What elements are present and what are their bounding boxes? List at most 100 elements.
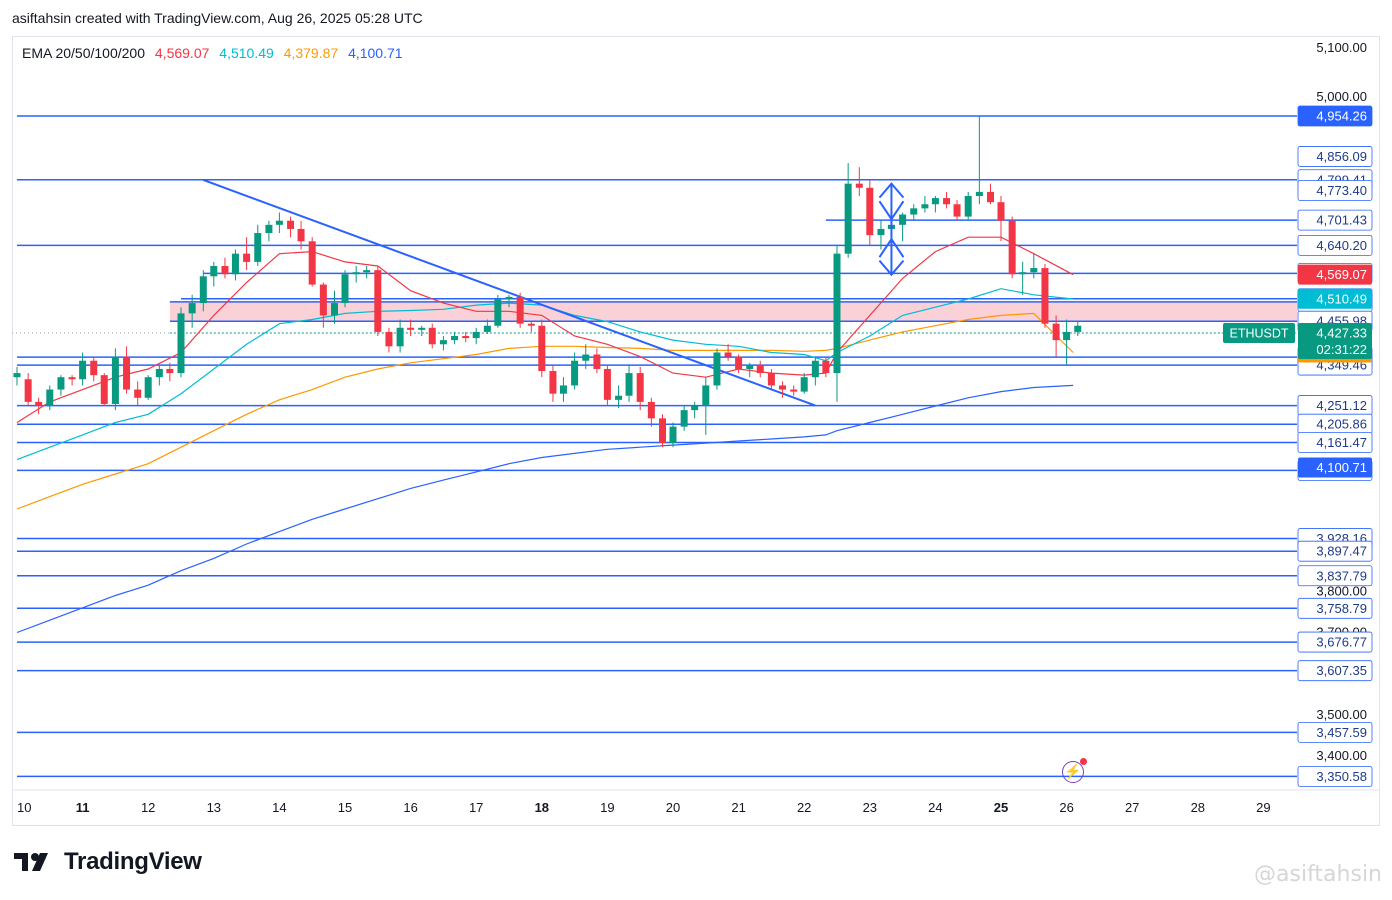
candle-body — [1052, 323, 1060, 341]
ema100-value: 4,379.87 — [283, 45, 339, 61]
x-axis-tick-label: 21 — [731, 800, 745, 815]
level-price-label: 3,457.59 — [1316, 725, 1367, 740]
level-price-label: 3,758.79 — [1316, 601, 1367, 616]
candle-body — [593, 354, 601, 369]
candle-body — [1074, 325, 1082, 332]
level-price-tag-border — [1297, 180, 1373, 201]
candle-body — [505, 296, 513, 299]
tradingview-wordmark: TradingView — [64, 848, 202, 875]
resistance-zone — [169, 301, 1297, 322]
level-price-tag-bg — [1298, 766, 1372, 787]
ema50-price-tag — [1298, 288, 1372, 309]
symbol-tag — [1223, 323, 1295, 343]
ema20-price-tag-label: 4,569.07 — [1316, 267, 1367, 282]
candle-body — [385, 331, 393, 347]
candle-body — [1063, 331, 1071, 341]
measure-arrow-mid-chevron-down — [878, 200, 905, 221]
candle-body — [254, 233, 262, 262]
x-axis-tick-label: 15 — [338, 800, 352, 815]
candle-body — [79, 360, 87, 380]
level-price-tag-bg — [1298, 632, 1372, 653]
level-price-tag-bg — [1298, 565, 1372, 586]
level-price-tag-border — [1297, 234, 1373, 256]
candle-body — [451, 336, 459, 341]
tradingview-logo[interactable]: TradingView — [14, 848, 202, 876]
candle-body — [647, 401, 655, 419]
candle-body — [921, 204, 929, 209]
countdown-label: 02:31:22 — [1316, 342, 1367, 357]
candle-body — [287, 220, 295, 229]
candle-body — [308, 241, 316, 285]
ema20-line — [16, 236, 1074, 424]
level-price-tag-border — [1297, 597, 1373, 619]
x-axis-tick-label: 17 — [469, 800, 483, 815]
candle-body — [866, 187, 874, 236]
candle-body — [24, 379, 32, 402]
candle-body — [46, 389, 54, 407]
level-price-tag-bg — [1298, 210, 1372, 231]
ema200-price-tag-label: 4,100.71 — [1316, 460, 1367, 475]
candle-body — [659, 418, 667, 444]
ema200-value: 4,100.71 — [348, 45, 403, 61]
level-price-label: 4,161.47 — [1316, 435, 1367, 450]
level-price-tag-bg — [1298, 146, 1372, 167]
x-axis-tick-label: 14 — [272, 800, 286, 815]
x-axis-tick-label: 25 — [994, 800, 1008, 815]
ema50-price-tag-label: 4,510.49 — [1316, 291, 1367, 306]
level-price-label: 4,251.12 — [1316, 398, 1367, 413]
measure-arrow-head-bottom — [878, 260, 905, 277]
candle-body — [428, 327, 436, 345]
candle-body — [855, 183, 863, 188]
ema-legend: EMA 20/50/100/200 4,569.07 4,510.49 4,37… — [22, 45, 409, 61]
level-price-tag-border — [1297, 432, 1373, 453]
x-axis-tick-label: 18 — [535, 800, 549, 815]
level-price-tag-border — [1297, 766, 1373, 787]
candle-body — [779, 385, 787, 390]
level-price-label: 4,205.86 — [1316, 417, 1367, 432]
candle-body — [582, 354, 590, 361]
measure-arrow-head-top — [878, 182, 905, 199]
candle-body — [188, 303, 196, 314]
candle-body — [297, 228, 305, 242]
level-price-label: 3,897.47 — [1316, 544, 1367, 559]
y-axis-tick-label: 3,400.00 — [1316, 748, 1367, 763]
candle-body — [636, 373, 644, 402]
candle-body — [1008, 220, 1016, 275]
candle-body — [231, 253, 239, 275]
level-price-label: 4,773.40 — [1316, 183, 1367, 198]
candle-body — [559, 385, 567, 394]
candle-body — [396, 327, 404, 347]
x-axis-tick-label: 10 — [17, 800, 31, 815]
candle-body — [265, 224, 273, 234]
level-price-tag-bg — [1298, 235, 1372, 256]
candle-body — [790, 389, 798, 392]
x-axis-tick-label: 22 — [797, 800, 811, 815]
x-axis-tick-label: 29 — [1256, 800, 1270, 815]
candle-body — [243, 253, 251, 262]
level-price-tag-border — [1297, 146, 1373, 167]
level-price-label: 4,856.09 — [1316, 149, 1367, 164]
candle-body — [462, 336, 470, 339]
candle-body — [352, 272, 360, 275]
x-axis-tick-label: 20 — [666, 800, 680, 815]
candle-body — [134, 389, 142, 398]
candle-body — [987, 191, 995, 203]
candle-body — [35, 401, 43, 407]
x-axis-tick-label: 19 — [600, 800, 614, 815]
candle-body — [1041, 268, 1049, 324]
level-price-label: 3,837.79 — [1316, 568, 1367, 583]
candle-body — [756, 364, 764, 374]
candle-body — [625, 373, 633, 396]
candle-body — [483, 325, 491, 332]
candle-body — [199, 276, 207, 304]
candle-body — [494, 298, 502, 326]
y-axis-tick-label: 5,000.00 — [1316, 89, 1367, 104]
candle-body — [943, 198, 951, 205]
lightning-bolt-icon[interactable]: ⚡ — [1062, 758, 1087, 783]
candle-body — [877, 228, 885, 236]
x-axis-tick-label: 28 — [1191, 800, 1205, 815]
candle-body — [833, 253, 841, 374]
ema200-line — [16, 384, 1074, 634]
x-axis-tick-label: 23 — [863, 800, 877, 815]
